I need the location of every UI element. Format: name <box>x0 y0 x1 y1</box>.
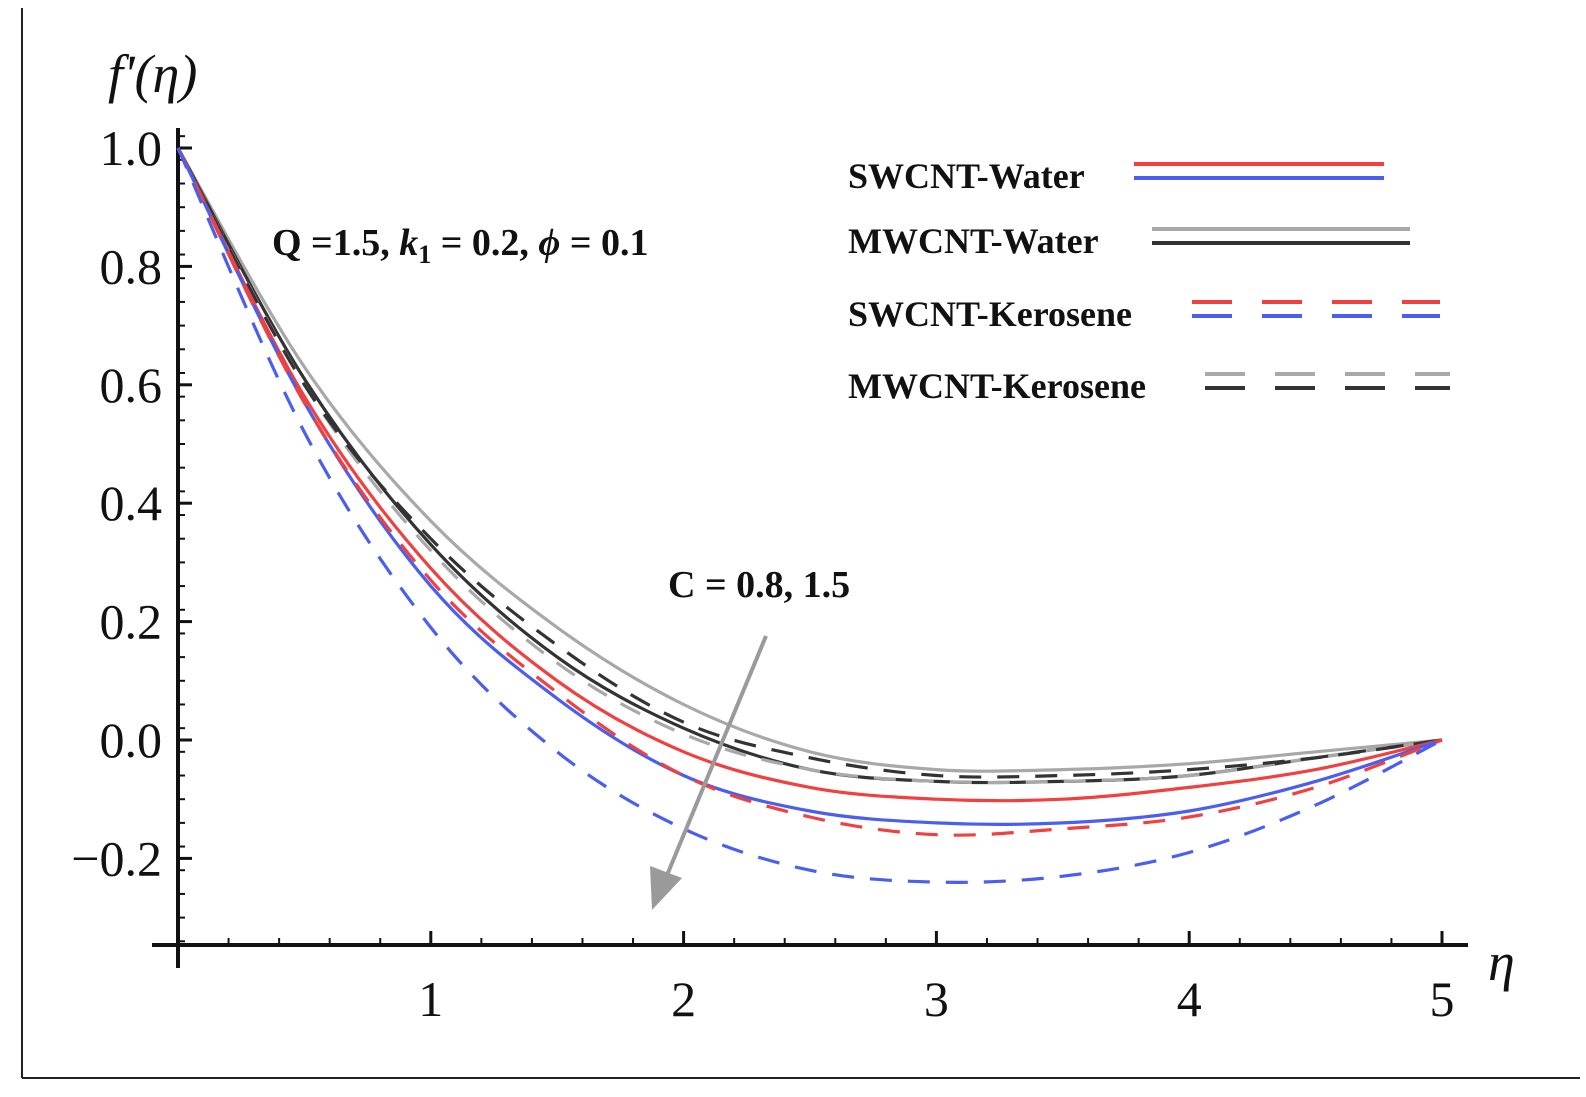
y-tick-label: 1.0 <box>100 120 163 176</box>
x-axis-title: η <box>1488 932 1515 992</box>
series-line-swcnt-water-c-1-5 <box>176 147 1443 826</box>
c-arrow-head <box>650 866 682 910</box>
x-tick-label: 4 <box>1177 971 1202 1027</box>
legend: SWCNT-Water MWCNT-Water SWCNT-Kerosene MWCN… <box>848 156 1450 406</box>
x-tick-label: 5 <box>1430 971 1455 1027</box>
y-tick-label: 0.0 <box>100 712 163 768</box>
series-line-mwcnt-water-c-1-5 <box>176 147 1443 785</box>
y-tick-label: 0.4 <box>100 475 163 531</box>
series-line-mwcnt-water-c-0-8 <box>176 147 1443 773</box>
c-annotation: C = 0.8, 1.5 <box>668 564 850 606</box>
legend-label: SWCNT-Water <box>848 156 1085 196</box>
x-tick-label: 3 <box>924 971 949 1027</box>
y-axis-title: f'(η) <box>108 44 197 104</box>
legend-label: MWCNT-Water <box>848 221 1099 261</box>
series-line-mwcnt-kerosene-c-0-8 <box>176 147 1443 785</box>
param-k-symbol: k <box>399 222 418 264</box>
y-tick-label: 0.8 <box>100 238 163 294</box>
y-tick-label: 0.6 <box>100 357 163 413</box>
x-tick-label: 1 <box>418 971 443 1027</box>
series-group <box>176 147 1443 884</box>
param-phi-value: = 0.1 <box>560 222 648 264</box>
legend-label: SWCNT-Kerosene <box>848 294 1132 334</box>
param-k-value: = 0.2, <box>431 222 538 264</box>
series-line-swcnt-water-c-0-8 <box>176 147 1443 803</box>
c-arrow-shaft <box>663 635 768 881</box>
param-phi-symbol: ϕ <box>538 222 560 264</box>
ticks: 1.0 0.8 0.6 0.4 0.2 0.0 −0.2 1 2 3 4 5 <box>71 120 1454 1027</box>
parameter-annotation: Q =1.5, k1 = 0.2, ϕ = 0.1 <box>272 222 649 269</box>
x-tick-label: 2 <box>671 971 696 1027</box>
series-line-swcnt-kerosene-c-1-5 <box>176 147 1443 884</box>
y-tick-label: 0.2 <box>100 594 163 650</box>
legend-label: MWCNT-Kerosene <box>848 366 1146 406</box>
param-q-text: Q =1.5, <box>272 222 399 264</box>
y-tick-label: −0.2 <box>71 830 162 886</box>
param-k-subscript: 1 <box>418 240 431 269</box>
axes <box>152 128 1468 968</box>
